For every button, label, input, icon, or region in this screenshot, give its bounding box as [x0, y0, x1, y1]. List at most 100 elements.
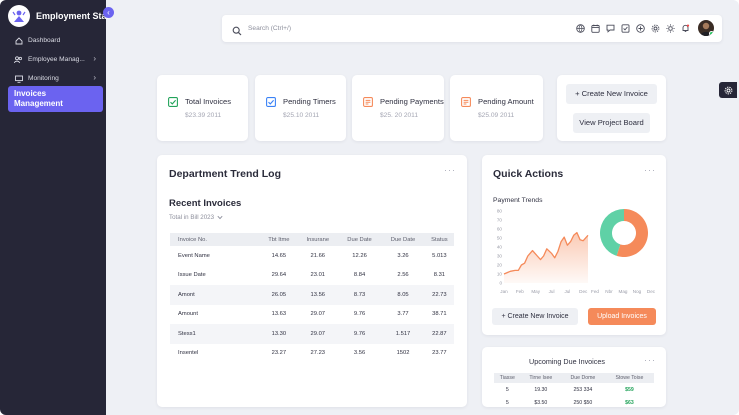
column-header: Tirne Isee — [520, 373, 562, 383]
table-cell: 8.73 — [337, 285, 382, 305]
top-header — [222, 15, 722, 42]
x-tick-label: Jan — [500, 289, 508, 294]
settings-icon[interactable] — [650, 23, 661, 34]
table-cell: 9.76 — [353, 311, 366, 318]
x-tick-label: Dec — [579, 289, 588, 294]
stat-card-pending-amount[interactable]: Pending Amount $25.09 2011 — [450, 75, 543, 141]
column-header: Status — [424, 233, 454, 246]
table-cell: 23.77 — [432, 350, 447, 357]
upload-invoices-button[interactable]: Upload Invoices — [588, 308, 656, 325]
table-cell: 21.66 — [310, 252, 326, 259]
quick-create-invoice-button[interactable]: + Create New Invoice — [492, 308, 578, 325]
section-title: Quick Actions — [493, 168, 564, 180]
stat-card-pending-payments[interactable]: Pending Payments $25. 20 2011 — [352, 75, 444, 141]
document-icon — [363, 97, 373, 107]
table-cell: Stess1 — [170, 324, 260, 344]
chat-icon[interactable] — [605, 23, 616, 34]
upcoming-due-card: Upcoming Due Invoices ··· Tiasse Tirne I… — [482, 347, 666, 407]
table-row[interactable]: Amount 13.63 29.07 9.76 3.77 38.71 — [170, 305, 454, 325]
payment-trend-area — [504, 232, 588, 283]
column-header: Stowe Toise — [604, 373, 654, 383]
avatar[interactable] — [698, 20, 714, 36]
table-row[interactable]: Amont 26.05 13.56 8.73 8.05 22.73 — [170, 285, 454, 305]
table-cell: 13.56 — [297, 285, 338, 305]
table-header-row: Tiasse Tirne Isee Due Dome Stowe Toise — [494, 373, 654, 383]
header-icons — [575, 23, 695, 34]
x-tick-label: Feb — [516, 289, 524, 294]
column-header: Due Dome — [561, 373, 605, 383]
chevron-right-icon: › — [93, 73, 96, 82]
table-cell: 19.30 — [534, 386, 548, 393]
column-header: Due Date — [381, 233, 425, 246]
create-new-invoice-button[interactable]: + Create New Invoice — [566, 84, 657, 104]
donut-label: Nbr — [605, 289, 613, 294]
globe-icon[interactable] — [575, 23, 586, 34]
table-row[interactable]: 5 $3.50 250 $50 $63 — [494, 396, 654, 409]
table-cell: 5 — [505, 386, 509, 393]
sidebar-item-label: Employee Manag... — [28, 56, 85, 63]
stat-label: Pending Payments — [380, 97, 444, 106]
actions-card: + Create New Invoice View Project Board — [557, 75, 666, 141]
table-cell: Insentel — [178, 350, 199, 357]
more-options-icon[interactable]: ··· — [644, 165, 656, 175]
y-tick-label: 80 — [497, 209, 503, 214]
bell-icon[interactable] — [680, 23, 691, 34]
table-row[interactable]: 5 19.30 253 334 $59 — [494, 383, 654, 396]
table-cell: $3.50 — [534, 399, 548, 406]
more-options-icon[interactable]: ··· — [444, 165, 456, 175]
table-cell: 8.05 — [381, 285, 425, 305]
table-row[interactable]: Stess1 13.30 29.07 9.76 1.517 22.87 — [170, 324, 454, 344]
column-header: Tiasse — [494, 373, 521, 383]
stat-label: Pending Timers — [283, 97, 336, 106]
department-trend-card: Department Trend Log ··· Recent Invoices… — [157, 155, 467, 407]
stat-card-pending-timers[interactable]: Pending Timers $25.10 2011 — [255, 75, 346, 141]
add-circle-icon[interactable] — [635, 23, 646, 34]
chart-title: Payment Trends — [493, 197, 543, 204]
donut-label: Dec — [647, 289, 656, 294]
filter-label: Total in Bill 2023 — [169, 214, 215, 221]
table-cell: 3.77 — [397, 311, 409, 318]
payment-trend-line — [503, 231, 589, 275]
section-title: Department Trend Log — [169, 168, 282, 180]
table-cell: Event Name — [178, 252, 210, 259]
table-cell: 2.56 — [397, 272, 409, 279]
donut-label: Nog — [633, 289, 642, 294]
table-cell: 3.26 — [397, 252, 409, 259]
stat-value: $25.10 2011 — [283, 112, 320, 119]
check-square-icon — [168, 97, 178, 107]
sidebar-item-monitoring[interactable]: Monitoring › — [0, 69, 106, 88]
customizer-gear-button[interactable] — [719, 82, 737, 98]
recent-invoices-table: Invoice No. Tbt Itme Insurane Due Date D… — [170, 233, 454, 363]
table-cell: 9.76 — [337, 324, 382, 344]
table-cell: 29.64 — [271, 272, 287, 279]
table-header-row: Invoice No. Tbt Itme Insurane Due Date D… — [170, 233, 454, 246]
table-row[interactable]: Insentel 23.27 27.23 3.56 1502 23.77 — [170, 344, 454, 364]
table-cell: Issue Date — [178, 272, 206, 279]
calendar-icon[interactable] — [590, 23, 601, 34]
view-project-board-button[interactable]: View Project Board — [573, 113, 650, 133]
sidebar-item-invoices-management[interactable]: Invoices Management — [8, 86, 103, 112]
search-input[interactable] — [248, 21, 448, 36]
chevron-down-icon — [217, 215, 223, 220]
table-row[interactable]: Issue Date 29.64 23.01 8.84 2.56 8.31 — [170, 266, 454, 286]
brand[interactable]: Employment Star — [8, 5, 116, 27]
table-cell: $63 — [625, 399, 634, 406]
sidebar-item-dashboard[interactable]: Dashboard — [0, 31, 106, 50]
stat-card-total-invoices[interactable]: Total Invoices $23.39 2011 — [157, 75, 248, 141]
invoice-filter-dropdown[interactable]: Total in Bill 2023 — [169, 214, 223, 221]
sun-icon[interactable] — [665, 23, 676, 34]
brand-name: Employment Star — [36, 11, 111, 21]
sidebar-item-label-line2: Management — [14, 99, 63, 108]
table-row[interactable]: Event Name 14.65 21.66 12.26 3.26 5.013 — [170, 246, 454, 266]
sidebar-item-label: Monitoring — [28, 75, 59, 82]
checklist-icon[interactable] — [620, 23, 631, 34]
chevron-right-icon: › — [93, 54, 96, 63]
more-options-icon[interactable]: ··· — [644, 355, 656, 365]
stat-label: Total Invoices — [185, 97, 232, 106]
table-cell: Amount — [178, 311, 198, 318]
sidebar-item-employee-management[interactable]: Employee Manag... › — [0, 50, 106, 69]
collapse-sidebar-button[interactable]: ‹ — [103, 7, 114, 18]
y-tick-label: 70 — [497, 218, 503, 223]
